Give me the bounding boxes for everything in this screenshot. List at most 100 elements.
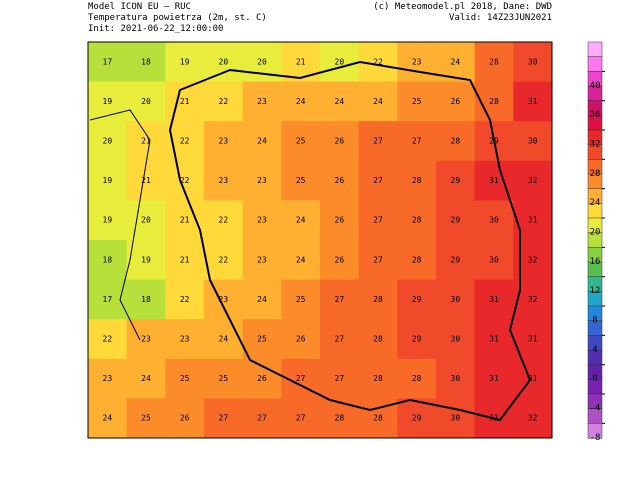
temperature-cell	[126, 121, 166, 162]
temperature-label: 27	[335, 374, 345, 383]
temperature-cell	[320, 42, 360, 83]
colorbar-tick-label: 28	[590, 169, 601, 179]
temperature-cell	[204, 240, 244, 281]
temperature-cell	[320, 160, 360, 201]
temperature-label: 28	[373, 335, 383, 344]
temperature-label: 25	[180, 374, 190, 383]
temperature-cell	[513, 121, 553, 162]
temperature-cell	[126, 240, 166, 281]
temperature-label: 23	[257, 255, 267, 264]
temperature-label: 17	[103, 57, 113, 66]
temperature-cell	[281, 398, 321, 439]
temperature-label: 22	[180, 176, 190, 185]
temperature-label: 31	[528, 335, 538, 344]
temperature-cell	[397, 240, 437, 281]
colorbar-tick-label: 32	[590, 140, 601, 150]
temperature-cell	[436, 240, 476, 281]
temperature-label: 31	[489, 374, 499, 383]
temperature-cell	[397, 42, 437, 83]
colorbar-box	[587, 41, 603, 58]
temperature-label: 30	[528, 137, 538, 146]
temperature-cell	[88, 398, 128, 439]
temperature-label: 23	[103, 374, 113, 383]
temperature-cell	[204, 42, 244, 83]
temperature-cell	[204, 358, 244, 399]
temperature-cell	[88, 42, 128, 83]
temperature-cell	[436, 358, 476, 399]
temperature-label: 31	[489, 295, 499, 304]
temperature-label: 28	[373, 414, 383, 423]
temperature-label: 29	[451, 255, 461, 264]
temperature-field: 17 18 19 20 20 21 20 22 23 24 28 30 19 20 21 22 23 24 24 24…	[88, 42, 553, 439]
temperature-label: 22	[180, 137, 190, 146]
temperature-label: 30	[451, 295, 461, 304]
temperature-cell	[88, 121, 128, 162]
temperature-label: 26	[451, 97, 461, 106]
temperature-label: 24	[103, 414, 113, 423]
temperature-cell	[358, 358, 398, 399]
temperature-label: 28	[451, 137, 461, 146]
temperature-cell	[126, 279, 166, 320]
temperature-cell	[88, 240, 128, 281]
temperature-cell	[474, 200, 514, 241]
temperature-label: 27	[412, 137, 422, 146]
temperature-cell	[88, 81, 128, 122]
temperature-label: 28	[412, 374, 422, 383]
temperature-label: 18	[141, 295, 151, 304]
temperature-cell	[165, 42, 205, 83]
temperature-label: 21	[141, 137, 151, 146]
temperature-cell	[204, 319, 244, 360]
temperature-cell	[397, 398, 437, 439]
temperature-label: 27	[219, 414, 229, 423]
temperature-label: 21	[180, 216, 190, 225]
temperature-cell	[242, 398, 282, 439]
temperature-cell	[242, 121, 282, 162]
temperature-label: 28	[373, 295, 383, 304]
temperature-cell	[320, 81, 360, 122]
temperature-cell	[397, 200, 437, 241]
temperature-label: 26	[335, 255, 345, 264]
temperature-label: 31	[528, 374, 538, 383]
header-line: Init: 2021-06-22_12:00:00	[88, 24, 223, 34]
temperature-label: 23	[219, 176, 229, 185]
temperature-cell	[281, 121, 321, 162]
temperature-label: 28	[373, 374, 383, 383]
temperature-label: 24	[296, 216, 306, 225]
temperature-label: 27	[296, 414, 306, 423]
temperature-cell	[397, 121, 437, 162]
temperature-cell	[88, 160, 128, 201]
temperature-cell	[320, 358, 360, 399]
temperature-label: 19	[180, 57, 190, 66]
temperature-cell	[126, 358, 166, 399]
temperature-label: 27	[373, 255, 383, 264]
temperature-cell	[436, 200, 476, 241]
temperature-label: 23	[257, 176, 267, 185]
temperature-label: 23	[219, 137, 229, 146]
temperature-cell	[436, 81, 476, 122]
temperature-label: 21	[296, 57, 306, 66]
temperature-label: 19	[103, 97, 113, 106]
colorbar-tick-label: 12	[590, 286, 601, 296]
header-line: Model ICON EU – RUC	[88, 2, 191, 12]
temperature-label: 29	[412, 295, 422, 304]
temperature-cell	[320, 121, 360, 162]
temperature-label: 30	[451, 374, 461, 383]
header-line: Valid: 14Z23JUN2021	[449, 13, 552, 23]
temperature-cell	[242, 200, 282, 241]
temperature-label: 28	[489, 97, 499, 106]
temperature-cell	[513, 42, 553, 83]
temperature-label: 28	[412, 176, 422, 185]
temperature-cell	[88, 358, 128, 399]
temperature-cell	[242, 160, 282, 201]
colorbar-tick-label: -8	[590, 433, 601, 443]
temperature-cell	[126, 42, 166, 83]
temperature-label: 21	[180, 255, 190, 264]
colorbar-tick-label: 36	[590, 110, 601, 120]
temperature-label: 31	[528, 97, 538, 106]
temperature-cell	[165, 358, 205, 399]
temperature-cell	[320, 319, 360, 360]
temperature-cell	[358, 319, 398, 360]
temperature-cell	[320, 279, 360, 320]
temperature-label: 24	[373, 97, 383, 106]
